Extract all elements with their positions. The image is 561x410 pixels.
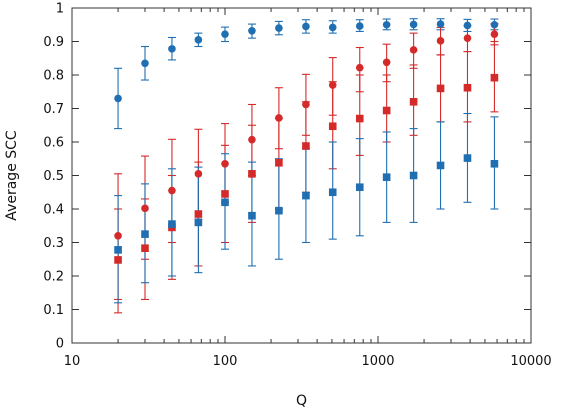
x-tick-label: 10 <box>64 354 81 369</box>
y-tick-label: 0.8 <box>43 69 64 84</box>
data-point-square-s3 <box>436 161 445 170</box>
data-point-square-s3 <box>248 211 256 220</box>
y-axis-label: Average SCC <box>4 130 20 221</box>
data-point-circle-s1 <box>382 58 391 67</box>
data-point-square-s2 <box>194 210 203 218</box>
data-point-square-s2 <box>302 142 310 150</box>
x-tick-label: 100 <box>213 354 238 369</box>
data-point-square-s2 <box>248 170 256 178</box>
data-point-circle-s1 <box>221 159 229 168</box>
data-point-circle-s0 <box>141 59 149 68</box>
x-axis-label: Q <box>296 393 307 409</box>
data-point-circle-s0 <box>302 22 310 31</box>
plot-frame <box>71 7 532 344</box>
data-point-circle-s0 <box>436 20 445 28</box>
data-point-circle-s1 <box>409 46 418 54</box>
data-point-circle-s0 <box>194 36 203 44</box>
data-point-square-s2 <box>463 83 472 92</box>
data-point-square-s2 <box>275 158 283 167</box>
data-point-circle-s1 <box>141 204 149 213</box>
data-point-circle-s0 <box>114 94 122 103</box>
y-tick-label: 0.9 <box>43 35 64 50</box>
data-point-square-s2 <box>382 106 391 115</box>
data-point-circle-s0 <box>248 26 256 35</box>
tick-label-layer: 0 0.1 0.2 0.3 0.4 0.5 0.6 0.7 0.8 0.9 1 10 100 1000 10… <box>43 2 551 370</box>
data-point-circle-s1 <box>194 170 203 178</box>
data-point-square-s2 <box>114 256 122 264</box>
data-point-square-s3 <box>382 173 391 181</box>
data-point-square-s3 <box>355 183 364 192</box>
data-point-circle-s1 <box>114 232 122 240</box>
data-point-circle-s1 <box>490 30 499 38</box>
data-point-circle-s1 <box>275 114 283 122</box>
y-tick-label: 0.5 <box>43 169 64 184</box>
data-point-circle-s0 <box>328 23 337 32</box>
data-point-square-s3 <box>114 246 122 254</box>
data-point-square-s2 <box>355 114 364 123</box>
y-tick-label: 0 <box>56 337 64 352</box>
data-point-circle-s1 <box>328 81 337 89</box>
data-point-circle-s1 <box>302 100 310 109</box>
data-point-square-s2 <box>436 84 445 93</box>
data-point-circle-s1 <box>355 63 364 72</box>
data-point-square-s3 <box>194 218 203 227</box>
data-point-square-s2 <box>141 244 149 252</box>
data-point-circle-s0 <box>275 24 283 32</box>
data-point-circle-s0 <box>490 20 499 29</box>
y-tick-label: 0.6 <box>43 136 64 151</box>
point-layer <box>114 20 499 264</box>
data-point-circle-s1 <box>436 37 445 45</box>
data-point-circle-s0 <box>463 21 472 30</box>
data-point-square-s3 <box>221 198 229 207</box>
data-point-circle-s0 <box>382 20 391 29</box>
data-point-square-s3 <box>328 188 337 197</box>
y-tick-label: 1 <box>56 2 64 17</box>
data-point-square-s3 <box>409 171 418 180</box>
data-point-square-s3 <box>490 159 499 168</box>
data-point-square-s2 <box>328 122 337 131</box>
y-tick-label: 0.3 <box>43 236 64 251</box>
data-point-circle-s0 <box>168 45 176 53</box>
data-point-circle-s1 <box>168 186 176 195</box>
data-point-square-s3 <box>141 230 149 238</box>
x-tick-label: 10000 <box>510 354 551 369</box>
data-point-square-s3 <box>302 191 310 200</box>
x-tick-label: 1000 <box>361 354 394 369</box>
data-point-square-s3 <box>168 220 176 228</box>
tick-layer <box>71 7 532 344</box>
data-point-circle-s1 <box>248 135 256 144</box>
data-point-square-s2 <box>221 190 229 198</box>
data-point-square-s2 <box>409 98 418 106</box>
data-point-square-s3 <box>463 154 472 162</box>
data-point-square-s3 <box>275 206 283 215</box>
data-point-circle-s0 <box>409 20 418 29</box>
data-point-circle-s0 <box>221 30 229 38</box>
y-tick-label: 0.4 <box>43 203 64 218</box>
y-tick-label: 0.2 <box>43 270 64 285</box>
data-point-circle-s1 <box>463 34 472 42</box>
y-tick-label: 0.7 <box>43 102 64 117</box>
data-point-square-s2 <box>490 73 499 82</box>
y-tick-label: 0.1 <box>43 303 64 318</box>
data-point-circle-s0 <box>355 22 364 30</box>
